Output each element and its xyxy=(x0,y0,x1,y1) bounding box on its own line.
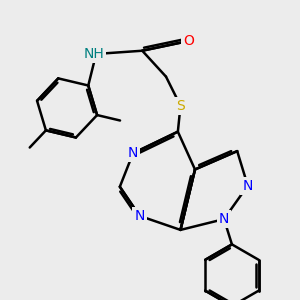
Text: N: N xyxy=(219,212,229,226)
Text: N: N xyxy=(128,146,138,160)
Text: S: S xyxy=(176,99,185,113)
Text: N: N xyxy=(243,179,253,193)
Text: N: N xyxy=(134,209,145,223)
Text: NH: NH xyxy=(84,47,104,61)
Text: O: O xyxy=(183,34,194,48)
